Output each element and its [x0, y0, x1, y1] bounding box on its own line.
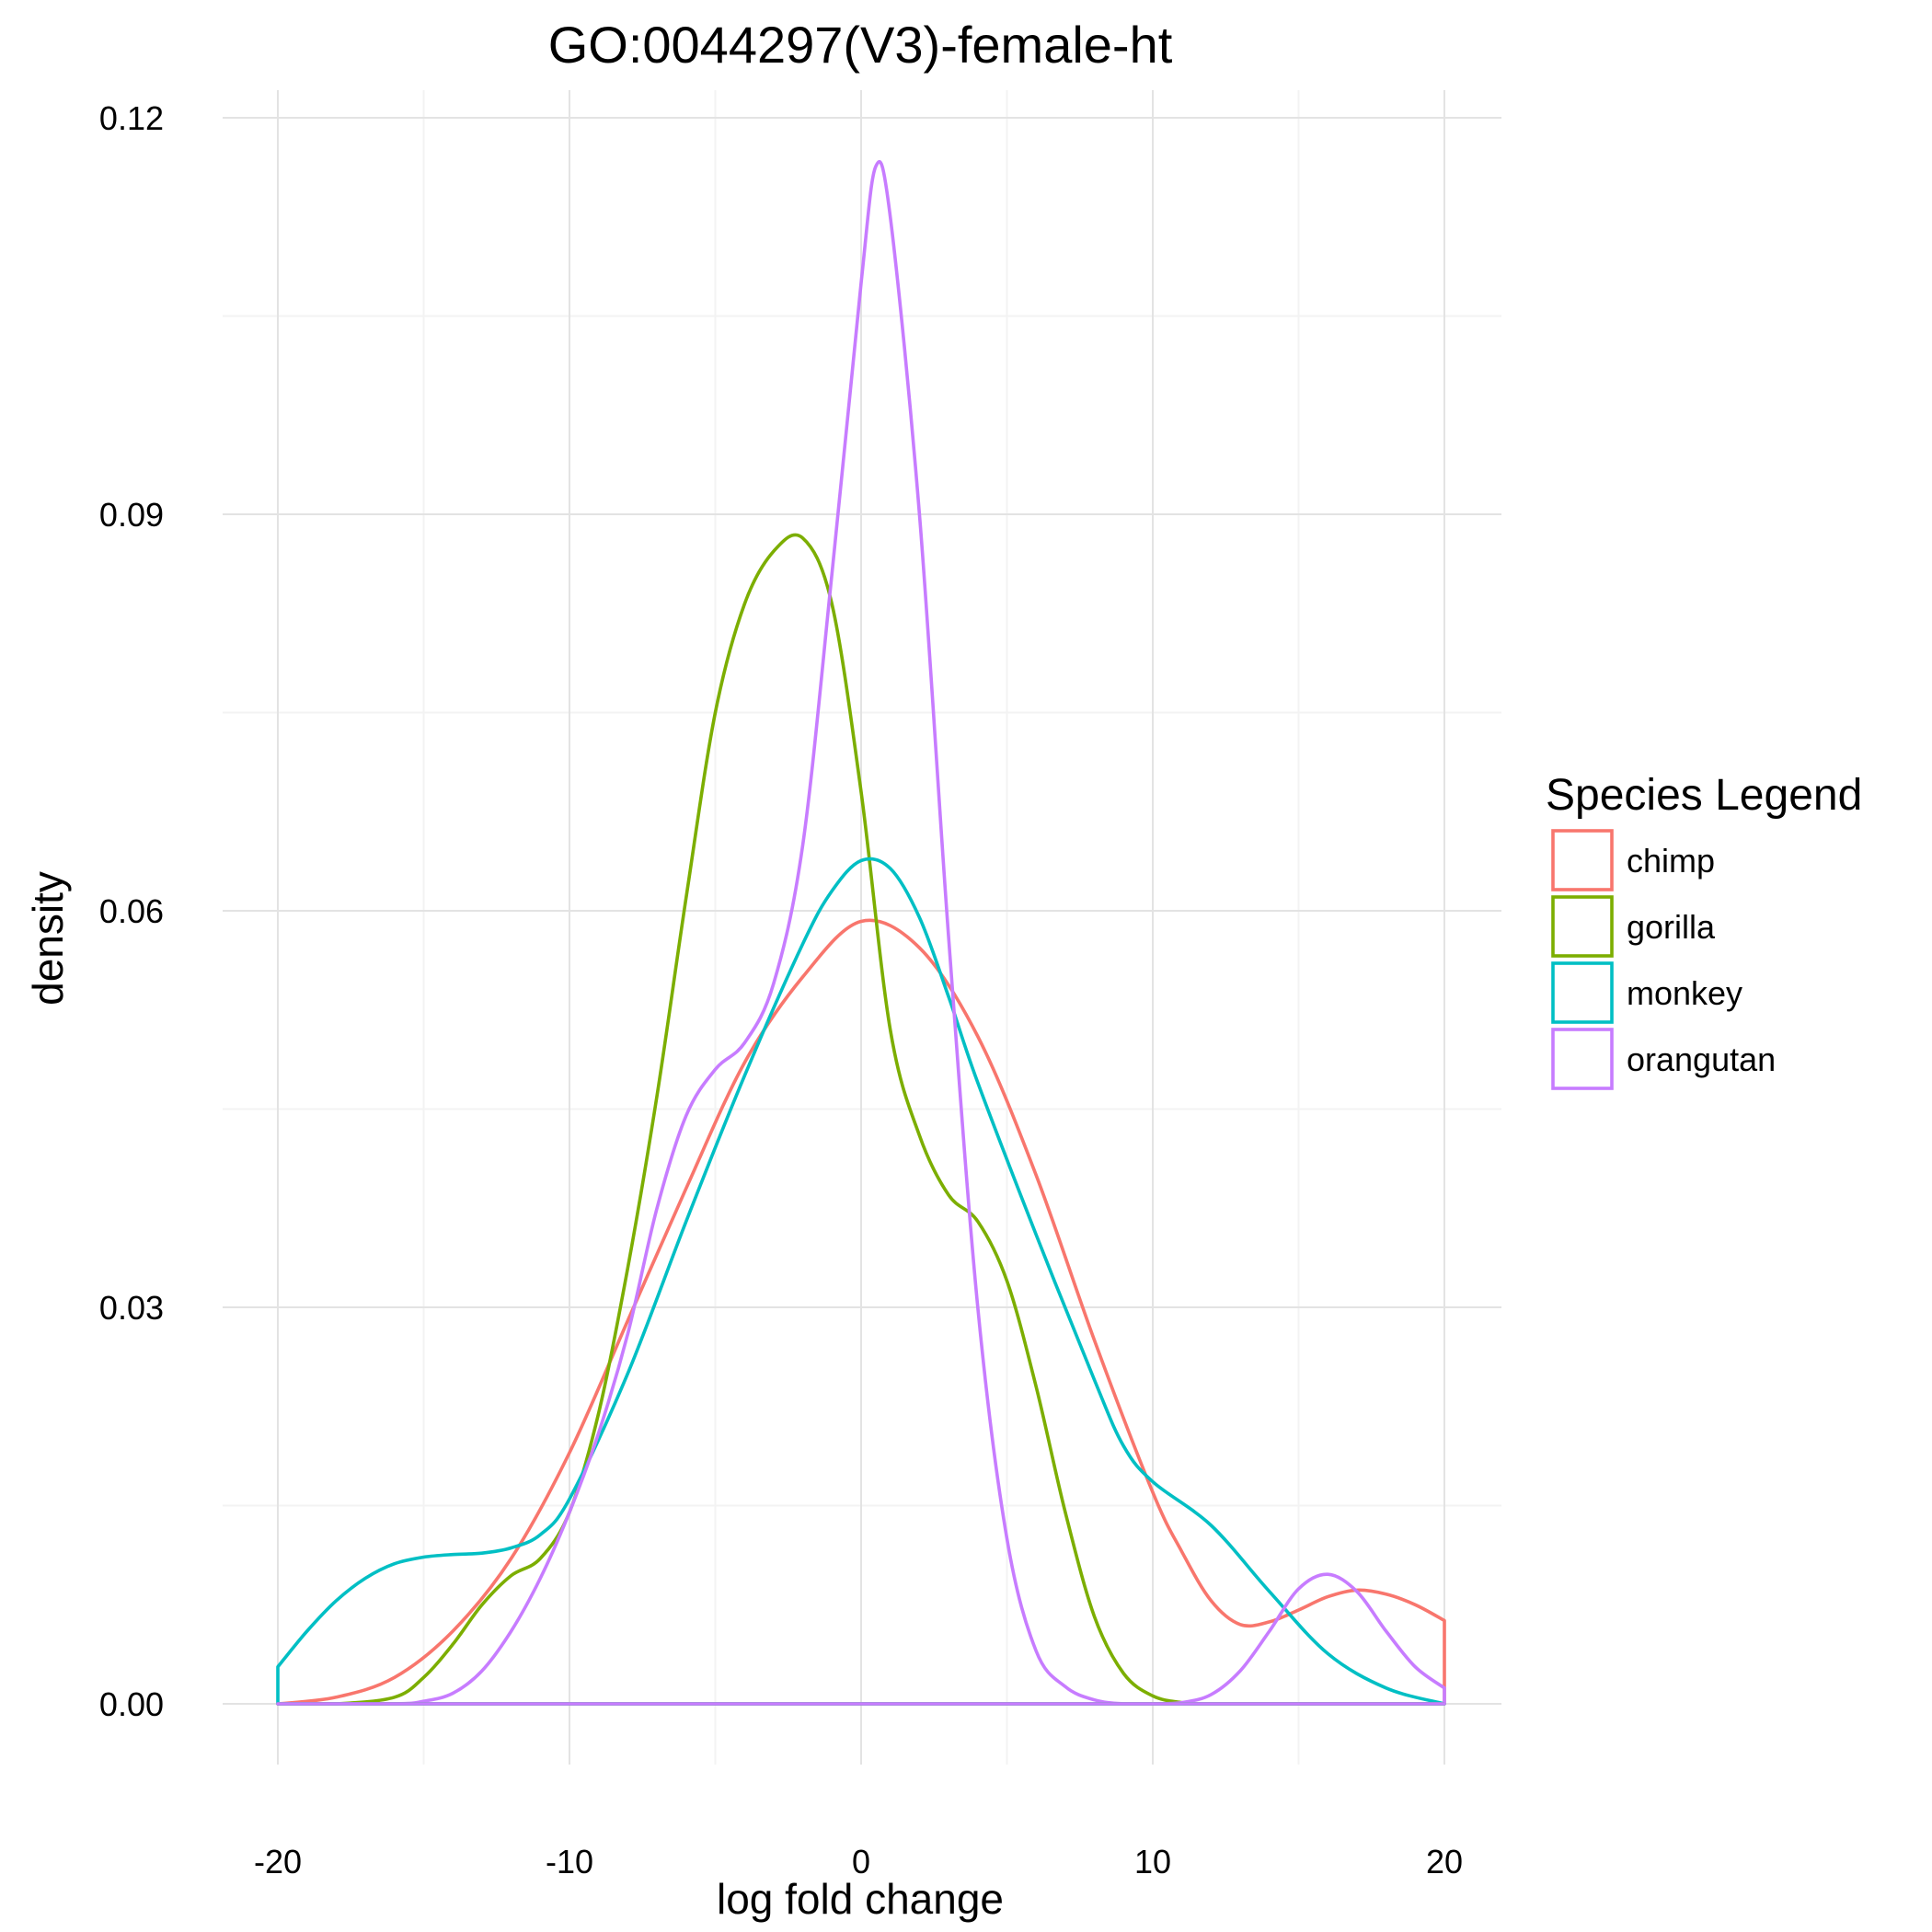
legend-key-gorilla — [1551, 895, 1614, 958]
x-tick-label: 20 — [1426, 1843, 1463, 1880]
legend-item-orangutan: orangutan — [1551, 1028, 1776, 1090]
density-curve-chimp — [276, 918, 1446, 1706]
x-tick-label: -20 — [254, 1843, 302, 1880]
y-tick-label: 0.12 — [99, 99, 164, 137]
chart-title: GO:0044297(V3)-female-ht — [548, 16, 1173, 74]
axis-ticks: -20 -10 0 10 20 0.00 0.03 0.06 0.09 0.12 — [99, 99, 1463, 1880]
y-tick-label: 0.09 — [99, 496, 164, 534]
x-tick-label: 10 — [1134, 1843, 1171, 1880]
density-curve-monkey — [276, 857, 1446, 1706]
density-curve-gorilla — [276, 533, 1446, 1706]
legend-item-monkey: monkey — [1551, 961, 1742, 1024]
y-tick-label: 0.00 — [99, 1685, 164, 1723]
legend-key-monkey — [1551, 961, 1614, 1024]
x-tick-label: -10 — [546, 1843, 593, 1880]
y-axis-title: density — [24, 871, 72, 1006]
density-curves — [276, 159, 1446, 1706]
legend-key-orangutan — [1551, 1028, 1614, 1090]
legend-label-monkey: monkey — [1627, 974, 1742, 1012]
legend-items: chimp gorilla monkey orangutan — [1551, 829, 1776, 1090]
legend-label-gorilla: gorilla — [1627, 908, 1716, 946]
legend-item-gorilla: gorilla — [1551, 895, 1716, 958]
legend-key-chimp — [1551, 829, 1614, 891]
legend-title: Species Legend — [1546, 771, 1862, 820]
gridlines — [223, 90, 1501, 1765]
legend-label-orangutan: orangutan — [1627, 1041, 1776, 1078]
x-axis-title: log fold change — [717, 1875, 1004, 1923]
legend-item-chimp: chimp — [1551, 829, 1715, 891]
y-tick-label: 0.06 — [99, 892, 164, 930]
legend-label-chimp: chimp — [1627, 842, 1715, 880]
x-tick-label: 0 — [852, 1843, 870, 1880]
y-tick-label: 0.03 — [99, 1289, 164, 1327]
density-curve-orangutan — [276, 159, 1446, 1706]
legend: Species Legend chimp gorilla monkey orangut… — [1546, 771, 1862, 1090]
